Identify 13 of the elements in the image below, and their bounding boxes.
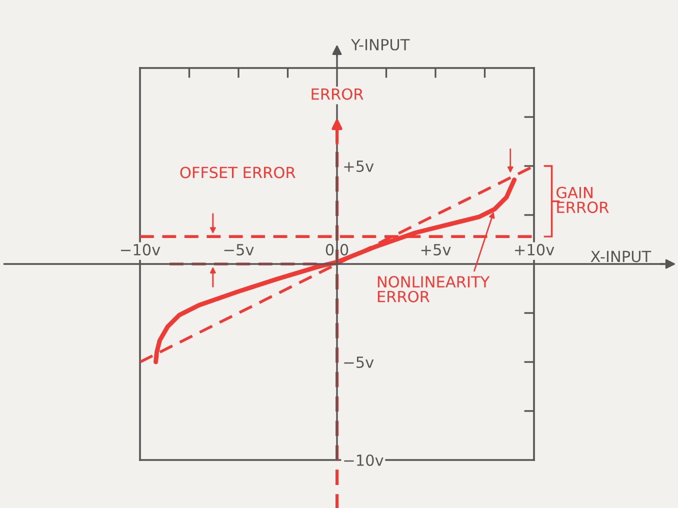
y-tick-label: −10v	[344, 454, 384, 466]
x-tick-label: +5v	[421, 244, 451, 256]
y-axis-title: Y-INPUT	[350, 39, 410, 50]
x-tick-label: +10v	[514, 244, 554, 256]
y-tick-label: −5v	[344, 356, 374, 368]
annotation: NONLINEARITY ERROR	[378, 276, 490, 302]
ref-line-label: ERROR	[312, 88, 364, 100]
x-axis-title: X-INPUT	[590, 250, 652, 262]
ref-line-label: OFFSET ERROR	[180, 166, 296, 178]
x-tick-label: −10v	[120, 244, 160, 256]
x-tick-label: −5v	[224, 244, 254, 256]
text: GAIN ERROR	[556, 186, 609, 214]
y-tick-label: +5v	[344, 160, 374, 172]
